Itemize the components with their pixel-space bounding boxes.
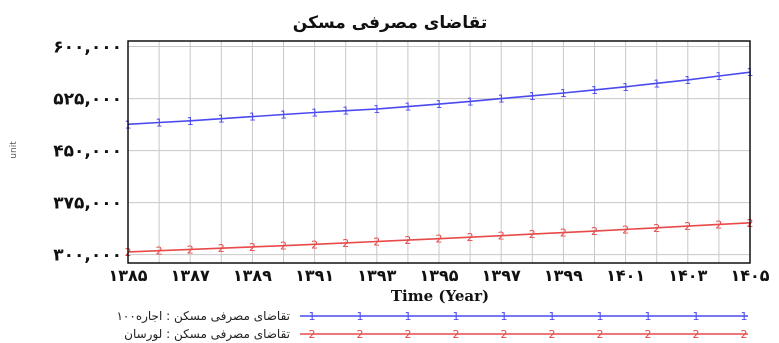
legend-marker: 1 <box>549 310 556 323</box>
legend-item: تقاضای مصرفی مسکن : لورسان 2 2 2 2 2 2 2 2 2 2 <box>124 327 748 342</box>
series-marker: 2 <box>653 222 660 235</box>
plot-frame <box>127 40 751 264</box>
y-tick-label: ۶۰۰,۰۰۰ <box>53 38 122 58</box>
x-tick-label: ۱۴۰۵ <box>730 266 769 285</box>
legend-marker: 1 <box>501 310 508 323</box>
y-ticks: ۶۰۰,۰۰۰ ۵۲۵,۰۰۰ ۴۵۰,۰۰۰ ۳۷۵,۰۰۰ ۳۰۰,۰۰۰ <box>53 38 122 266</box>
x-ticks: ۱۳۸۵ ۱۳۸۷ ۱۳۸۹ ۱۳۹۱ ۱۳۹۳ ۱۳۹۵ ۱۳۹۷ ۱۳۹۹ ۱۴۰۱ ۱۴۰۳… <box>108 266 769 285</box>
chart-title: تقاضای مصرفی مسکن <box>293 13 487 33</box>
series-marker: 1 <box>436 98 443 111</box>
series-marker: 1 <box>373 103 380 116</box>
series-marker: 1 <box>218 113 225 126</box>
legend-marker: 1 <box>357 310 364 323</box>
legend-marker: 1 <box>741 310 748 323</box>
legend-marker: 2 <box>597 328 604 341</box>
x-tick-label: ۱۳۹۵ <box>419 266 458 285</box>
x-tick-label: ۱۳۸۵ <box>108 266 147 285</box>
series-marker: 2 <box>311 238 318 251</box>
series-marker: 1 <box>560 87 567 100</box>
legend-marker: 1 <box>309 310 316 323</box>
legend-marker: 1 <box>405 310 412 323</box>
x-tick-label: ۱۳۹۷ <box>482 266 521 285</box>
x-tick-label: ۱۳۹۱ <box>295 266 334 285</box>
series-marker: 1 <box>156 117 163 130</box>
legend-marker: 2 <box>693 328 700 341</box>
series-marker: 2 <box>404 234 411 247</box>
x-tick-label: ۱۳۹۹ <box>544 266 583 285</box>
legend-marker: 2 <box>453 328 460 341</box>
series-marker: 1 <box>280 109 287 122</box>
series-marker: 2 <box>591 225 598 238</box>
series-marker: 1 <box>591 84 598 97</box>
series-marker: 1 <box>467 95 474 108</box>
series-marker: 2 <box>342 237 349 250</box>
legend-marker: 2 <box>309 328 316 341</box>
series-marker: 1 <box>187 115 194 128</box>
legend-marker: 2 <box>645 328 652 341</box>
legend-marker: 1 <box>645 310 652 323</box>
x-tick-label: ۱۳۹۳ <box>357 266 396 285</box>
series-marker: 1 <box>342 105 349 118</box>
legend-item: تقاضای مصرفی مسکن : اجاره۱۰۰ 1 1 1 1 1 1 1 1 1 1 <box>116 309 748 324</box>
grid <box>128 41 750 263</box>
y-axis-label: unit <box>9 141 19 159</box>
legend-marker: 2 <box>549 328 556 341</box>
series-marker: 1 <box>404 101 411 114</box>
series-marker: 2 <box>187 243 194 256</box>
series-marker: 1 <box>684 74 691 87</box>
series-marker: 1 <box>653 77 660 90</box>
y-tick-label: ۳۰۰,۰۰۰ <box>53 246 122 266</box>
legend-label: تقاضای مصرفی مسکن : اجاره۱۰۰ <box>116 309 290 324</box>
series-marker: 2 <box>373 235 380 248</box>
series-marker: 2 <box>560 227 567 240</box>
y-tick-label: ۵۲۵,۰۰۰ <box>53 90 122 110</box>
x-tick-label: ۱۴۰۱ <box>606 266 645 285</box>
series-line <box>127 222 751 253</box>
x-tick-label: ۱۳۸۷ <box>171 266 210 285</box>
series-marker: 2 <box>436 233 443 246</box>
x-axis-label: Time (Year) <box>391 287 489 305</box>
x-tick-label: ۱۴۰۳ <box>668 266 707 285</box>
series-marker: 1 <box>249 111 256 124</box>
x-tick-label: ۱۳۸۹ <box>233 266 272 285</box>
series-marker: 2 <box>498 230 505 243</box>
series-layer: 1 1 1 1 1 1 1 1 1 1 1 1 1 1 1 1 1 1 1 1 12 2 2 2 2 2 2 2 2 2 2 2 2 2 2 2 2 2 2… <box>125 66 754 259</box>
legend-marker: 2 <box>741 328 748 341</box>
legend-marker: 1 <box>453 310 460 323</box>
y-tick-label: ۴۵۰,۰۰۰ <box>53 142 122 162</box>
series-marker: 2 <box>218 242 225 255</box>
series-marker: 2 <box>467 231 474 244</box>
series-marker: 1 <box>622 81 629 94</box>
series-marker: 1 <box>311 106 318 119</box>
series-marker: 1 <box>498 93 505 106</box>
series-marker: 2 <box>529 228 536 241</box>
series-marker: 1 <box>529 90 536 103</box>
legend-marker: 2 <box>501 328 508 341</box>
series-marker: 2 <box>156 245 163 258</box>
legend-marker: 1 <box>693 310 700 323</box>
series-marker: 2 <box>684 220 691 233</box>
legend-marker: 2 <box>357 328 364 341</box>
series-line <box>127 71 751 126</box>
series-marker: 2 <box>280 240 287 253</box>
series-marker: 1 <box>715 70 722 83</box>
legend-marker: 1 <box>597 310 604 323</box>
y-tick-label: ۳۷۵,۰۰۰ <box>53 194 122 214</box>
legend-label: تقاضای مصرفی مسکن : لورسان <box>124 327 290 342</box>
series-marker: 2 <box>622 223 629 236</box>
series-marker: 2 <box>715 218 722 231</box>
legend-marker: 2 <box>405 328 412 341</box>
legend: تقاضای مصرفی مسکن : اجاره۱۰۰ 1 1 1 1 1 1 1 1 1 1تق… <box>116 309 748 342</box>
series-marker: 2 <box>249 241 256 254</box>
